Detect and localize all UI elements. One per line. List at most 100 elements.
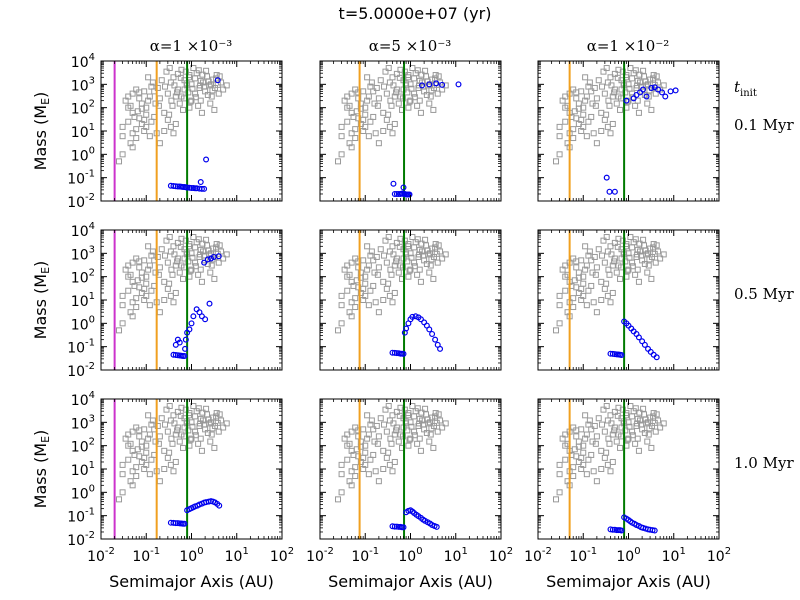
y-tick-label-exp: 4 [89, 221, 95, 232]
observed-planet-point [133, 304, 140, 311]
observed-planet-point [625, 266, 632, 273]
y-tick-label: 10-1 [67, 169, 95, 188]
observed-planet-point [640, 67, 647, 74]
x-tick-label-base: 10 [225, 549, 243, 565]
x-tick-label-base: 10 [132, 549, 150, 565]
simulated-planet-point [437, 345, 444, 352]
observed-planet-point [653, 411, 660, 418]
simulated-planet-point [391, 349, 398, 356]
observed-planet-point [629, 413, 636, 420]
observed-planet-point [640, 236, 647, 243]
simulated-planet-point [193, 306, 200, 313]
observed-planet-point [373, 253, 380, 260]
observed-planet-point [399, 95, 406, 102]
y-axis-label-end: ) [31, 92, 50, 98]
observed-planet-point [434, 90, 441, 97]
observed-planet-point [562, 104, 569, 111]
observed-planet-point [176, 100, 183, 107]
observed-planet-point [407, 266, 414, 273]
observed-planet-point [352, 126, 359, 133]
observed-planet-point [203, 405, 210, 412]
observed-planet-point [381, 83, 388, 90]
observed-planet-point [133, 473, 140, 480]
x-tick-label: 100 [616, 546, 640, 565]
observed-planet-point [632, 405, 639, 412]
observed-planet-point [433, 419, 440, 426]
y-tick-label-base: 10 [71, 78, 89, 94]
observed-planet-point [374, 440, 381, 447]
observed-planet-point [404, 243, 411, 250]
observed-planet-point [553, 158, 560, 165]
x-tick-label: 10-1 [351, 546, 379, 565]
observed-planet-point [172, 262, 179, 269]
observed-planet-point [598, 297, 605, 303]
row-label-0.1-myr: 0.1 Myr [734, 116, 794, 134]
observed-planet-point [611, 427, 618, 434]
observed-planet-point [634, 246, 641, 253]
observed-planet-point [580, 273, 587, 280]
simulated-planet-point [215, 253, 222, 260]
observed-planet-point [357, 269, 364, 276]
observed-planet-point [129, 447, 136, 454]
simulated-planet-point [618, 351, 625, 358]
observed-planet-point [611, 258, 618, 265]
observed-planet-point [362, 292, 369, 299]
y-tick-label: 103 [71, 413, 95, 432]
simulated-planet-point [400, 350, 407, 357]
observed-planet-point [195, 405, 202, 412]
observed-planet-point [178, 66, 185, 73]
observed-planet-point [174, 89, 181, 96]
y-tick-label: 102 [71, 99, 95, 118]
y-axis-label-sub: E [39, 267, 52, 274]
y-tick-label-base: 10 [71, 224, 89, 240]
y-tick-label: 10-1 [67, 507, 95, 526]
observed-planet-point [423, 91, 430, 98]
observed-planet-point [197, 251, 204, 258]
observed-planet-point [598, 128, 605, 134]
observed-planet-point [116, 496, 123, 503]
observed-planet-point [189, 85, 196, 92]
x-tick-label-base: 10 [270, 549, 288, 565]
observed-planet-point [580, 449, 587, 456]
observed-planet-point [645, 93, 652, 100]
observed-planet-point [606, 440, 613, 447]
observed-planet-point [442, 251, 449, 258]
observed-planet-point [573, 433, 580, 440]
observed-planet-point [588, 426, 595, 433]
y-tick-label: 10-2 [67, 530, 95, 549]
simulated-planets [170, 253, 222, 359]
observed-planet-point [138, 100, 145, 107]
y-tick-label-base: 10 [71, 317, 89, 333]
observed-planet-point [644, 438, 651, 445]
observed-planet-point [562, 118, 569, 125]
observed-planet-point [645, 431, 652, 438]
observed-planet-point [411, 94, 418, 101]
observed-planet-point [632, 236, 639, 243]
observed-planet-point [399, 433, 406, 440]
observed-planet-point [383, 259, 390, 266]
simulated-planets [607, 318, 660, 361]
observed-planet-point [214, 419, 221, 426]
observed-planet-point [197, 82, 204, 89]
observed-planet-point [380, 128, 387, 134]
observed-planet-point [640, 405, 647, 412]
observed-planet-point [422, 405, 429, 412]
observed-planet-point [136, 95, 143, 102]
observed-planet-point [580, 280, 587, 287]
observed-planet-point [170, 468, 177, 475]
observed-planet-point [133, 464, 140, 471]
observed-planet-point [385, 234, 392, 241]
observed-planet-point [556, 461, 563, 468]
simulated-planets [167, 498, 223, 527]
observed-planet-point [583, 133, 590, 140]
observed-planet-point [650, 72, 657, 79]
observed-planet-point [642, 416, 649, 423]
observed-planet-point [375, 433, 382, 440]
observed-planet-point [348, 278, 355, 285]
observed-planet-point [355, 427, 362, 434]
observed-planet-point [360, 116, 367, 123]
observed-planet-point [167, 123, 174, 130]
observed-planet-point [634, 77, 641, 84]
observed-planet-point [408, 423, 415, 430]
